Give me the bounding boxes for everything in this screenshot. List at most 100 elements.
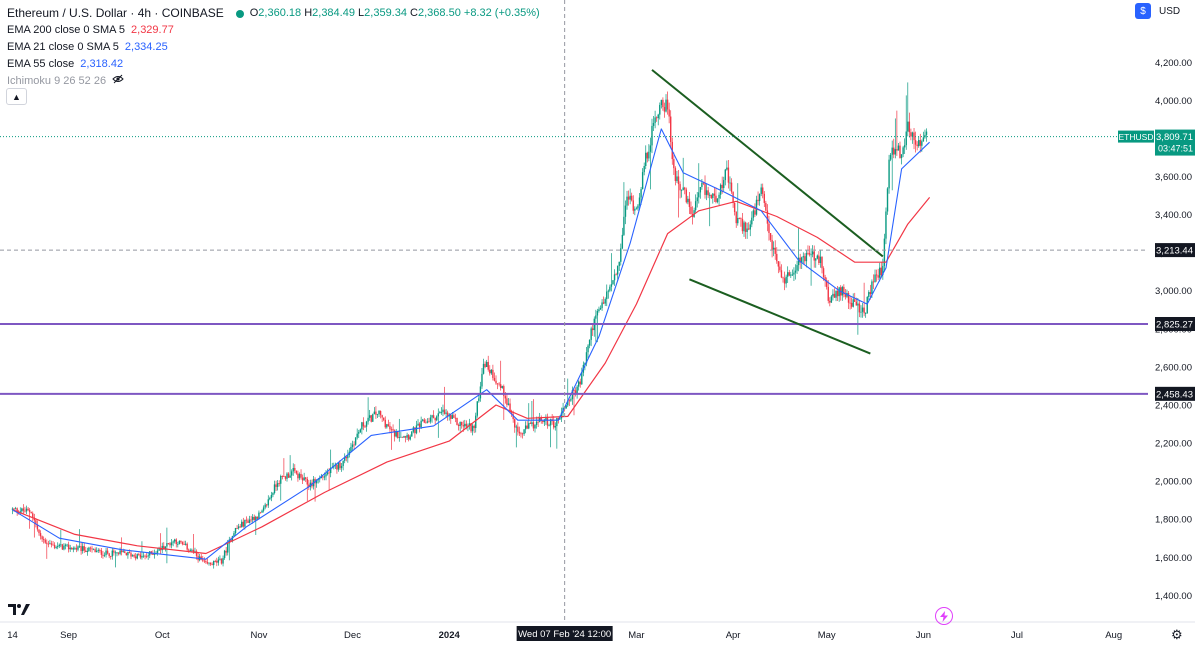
candle-body — [345, 456, 347, 459]
candle-body — [556, 418, 558, 427]
candle-body — [85, 550, 87, 553]
candle-body — [298, 473, 301, 479]
candle-body — [602, 302, 605, 304]
lightning-icon[interactable] — [935, 607, 953, 625]
candle-body — [242, 521, 245, 527]
candle-body — [241, 521, 243, 528]
candle-body — [301, 477, 304, 481]
candle-body — [275, 484, 277, 487]
candle-body — [499, 384, 502, 388]
candle-body — [27, 508, 29, 510]
candle-body — [13, 508, 15, 510]
candle-body — [825, 280, 828, 287]
last-price-tag — [1155, 129, 1195, 156]
candle-body — [813, 251, 815, 261]
candle-body — [149, 551, 151, 556]
candle-body — [216, 560, 218, 563]
candle-body — [610, 284, 613, 287]
candle-body — [428, 421, 430, 423]
candle-body — [446, 412, 449, 417]
candle-body — [609, 286, 611, 291]
candle-body — [208, 562, 210, 564]
candle-body — [757, 199, 759, 202]
candle-body — [320, 476, 323, 479]
candle-body — [75, 547, 78, 550]
candle-body — [103, 554, 106, 556]
candle-body — [585, 352, 588, 364]
candle-body — [807, 252, 809, 254]
candle-body — [278, 483, 280, 484]
candle-body — [776, 253, 778, 262]
candle-body — [392, 429, 394, 431]
candle-body — [417, 423, 419, 426]
candle-body — [654, 117, 656, 123]
candle-body — [122, 551, 124, 553]
candle-body — [733, 202, 736, 212]
indicator-ema21[interactable]: EMA 21 close 0 SMA 5 2,334.25 — [7, 41, 168, 53]
candle-body — [535, 421, 538, 425]
candle-body — [258, 512, 260, 519]
x-tick-label: Aug — [1105, 630, 1122, 641]
candle-body — [537, 421, 539, 423]
candle-body — [284, 476, 287, 479]
candle-body — [225, 550, 227, 553]
eye-hidden-icon[interactable] — [112, 73, 124, 90]
candle-body — [47, 543, 50, 545]
candle-body — [893, 147, 895, 155]
candle-body — [607, 290, 610, 292]
candle-body — [872, 281, 875, 283]
candle-body — [108, 553, 110, 557]
candle-body — [801, 257, 803, 263]
candle-body — [96, 550, 98, 553]
candle-body — [456, 417, 458, 425]
currency-selector[interactable]: $ USD — [1135, 3, 1180, 19]
symbol-title[interactable]: Ethereum / U.S. Dollar · 4h · COINBASE — [7, 6, 224, 20]
y-tick-label: 1,800.00 — [1155, 515, 1192, 526]
candle-body — [141, 556, 143, 558]
candle-body — [386, 424, 388, 428]
tradingview-logo-icon[interactable] — [8, 602, 30, 620]
candle-body — [645, 152, 647, 167]
candle-body — [120, 550, 123, 553]
candle-body — [802, 256, 804, 258]
candle-body — [425, 422, 427, 424]
candle-body — [231, 536, 234, 542]
indicator-ema55[interactable]: EMA 55 close 2,318.42 — [7, 58, 124, 70]
candle-body — [543, 419, 546, 423]
candle-body — [41, 536, 43, 540]
y-tick-label: 1,600.00 — [1155, 553, 1192, 564]
candle-body — [729, 182, 731, 184]
candle-body — [914, 140, 917, 145]
candle-body — [478, 398, 480, 402]
candle-body — [308, 484, 310, 488]
candle-body — [659, 105, 661, 115]
x-tick-label: Mar — [628, 630, 644, 641]
x-tick-label: Apr — [726, 630, 741, 641]
indicator-ema200[interactable]: EMA 200 close 0 SMA 5 2,329.77 — [7, 24, 174, 36]
gear-icon[interactable]: ⚙ — [1171, 627, 1183, 642]
candle-body — [280, 476, 282, 484]
candle-body — [634, 208, 636, 211]
candle-body — [492, 369, 494, 378]
candle-body — [362, 422, 365, 427]
candle-body — [259, 512, 262, 514]
candle-body — [646, 152, 649, 159]
candle-body — [353, 444, 355, 446]
indicator-ichimoku[interactable]: Ichimoku 9 26 52 26 — [7, 73, 540, 90]
candle-body — [718, 194, 720, 199]
candle-body — [14, 508, 17, 510]
candle-body — [648, 151, 650, 159]
candle-body — [247, 520, 249, 523]
candle-body — [747, 228, 750, 230]
candle-body — [49, 543, 51, 545]
candle-body — [641, 172, 644, 190]
candle-body — [879, 267, 881, 278]
trendline — [689, 278, 871, 355]
candle-body — [682, 187, 684, 190]
candle-body — [63, 545, 65, 550]
candle-body — [269, 498, 271, 500]
collapse-legend-button[interactable]: ▲ — [6, 88, 27, 105]
candle-body — [113, 550, 115, 553]
candle-body — [292, 467, 294, 472]
